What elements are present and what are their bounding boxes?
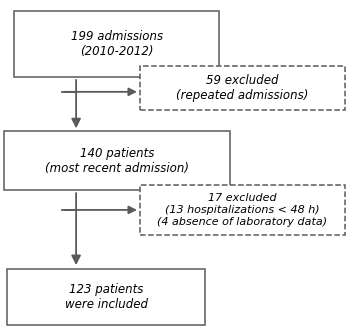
Bar bbox=[4, 131, 230, 190]
Text: 17 excluded
(13 hospitalizations < 48 h)
(4 absence of laboratory data): 17 excluded (13 hospitalizations < 48 h)… bbox=[158, 193, 327, 227]
Text: 199 admissions
(2010-2012): 199 admissions (2010-2012) bbox=[71, 30, 163, 58]
Text: 59 excluded
(repeated admissions): 59 excluded (repeated admissions) bbox=[176, 74, 309, 102]
Text: 140 patients
(most recent admission): 140 patients (most recent admission) bbox=[45, 147, 189, 175]
Text: 123 patients
were included: 123 patients were included bbox=[65, 283, 148, 311]
Bar bbox=[14, 11, 219, 77]
Bar bbox=[140, 66, 345, 110]
Bar bbox=[140, 185, 345, 235]
Bar bbox=[7, 269, 205, 325]
